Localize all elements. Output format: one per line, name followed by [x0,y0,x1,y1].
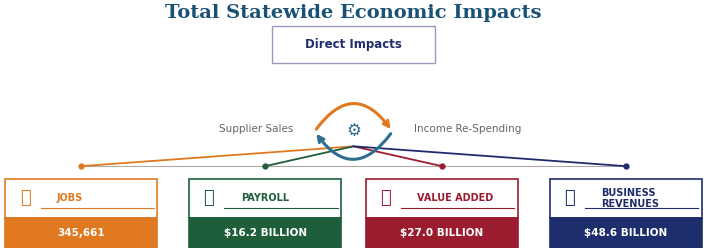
Text: JOBS: JOBS [57,193,83,203]
Text: 👍: 👍 [380,189,391,207]
Text: $48.6 BILLION: $48.6 BILLION [584,228,667,238]
FancyBboxPatch shape [272,26,435,63]
Text: Direct Impacts: Direct Impacts [305,38,402,51]
Text: BUSINESS
REVENUES: BUSINESS REVENUES [601,188,660,209]
Text: $16.2 BILLION: $16.2 BILLION [223,228,307,238]
Text: Income Re-Spending: Income Re-Spending [414,124,521,134]
FancyBboxPatch shape [366,218,518,248]
FancyBboxPatch shape [550,218,701,248]
Text: 345,661: 345,661 [57,228,105,238]
Text: PAYROLL: PAYROLL [240,193,289,203]
Text: ⚙: ⚙ [346,123,361,140]
Text: VALUE ADDED: VALUE ADDED [417,193,493,203]
Text: 💵: 💵 [204,189,214,207]
Text: Supplier Sales: Supplier Sales [219,124,293,134]
Text: Total Statewide Economic Impacts: Total Statewide Economic Impacts [165,4,542,22]
FancyBboxPatch shape [189,218,341,248]
FancyBboxPatch shape [6,218,157,248]
Text: 👥: 👥 [20,189,30,207]
FancyBboxPatch shape [550,179,701,218]
FancyBboxPatch shape [366,179,518,218]
FancyBboxPatch shape [6,179,157,218]
Text: 📊: 📊 [564,189,575,207]
FancyBboxPatch shape [189,179,341,218]
Text: $27.0 BILLION: $27.0 BILLION [400,228,484,238]
